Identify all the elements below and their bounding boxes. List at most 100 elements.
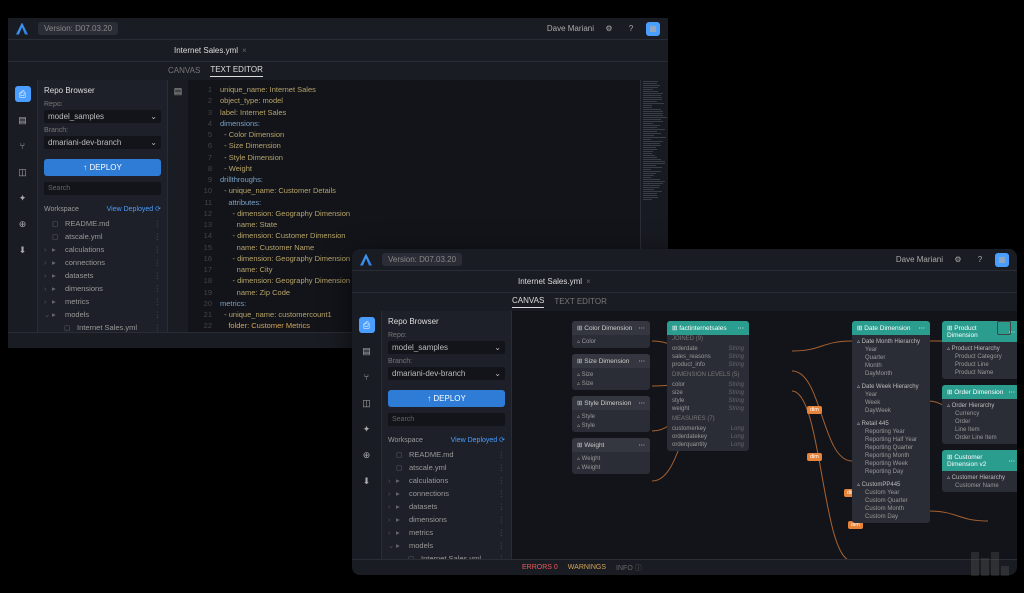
canvas-node[interactable]: ⊞ factinternetsales⋯ JOINED (9) orderdat… [667, 321, 749, 451]
branch-select[interactable]: dmariani-dev-branch⌄ [388, 367, 505, 380]
edge-badge: dim [807, 406, 822, 414]
workspace-label: Workspace [44, 206, 79, 213]
db-icon[interactable]: ▤ [15, 112, 31, 128]
canvas-node[interactable]: ⊞ Date Dimension⋯▵ Date Month HierarchyY… [852, 321, 930, 523]
view-tabs: CANVAS TEXT EDITOR [352, 293, 1017, 311]
warnings-count[interactable]: WARNINGS [568, 564, 606, 571]
repo-label: Repo: [44, 101, 161, 108]
tree-item[interactable]: ›▸dimensions⋮ [388, 513, 505, 526]
tab-file[interactable]: Internet Sales.yml× [512, 274, 597, 289]
nav-rail: ⎙ ▤ ⑂ ◫ ✦ ⊕ ⬇ [8, 80, 38, 332]
chart-icon[interactable]: ◫ [15, 164, 31, 180]
view-deployed-link[interactable]: View Deployed ⟳ [107, 205, 161, 213]
canvas-node[interactable]: ⊞ Weight⋯▵ Weight▵ Weight [572, 438, 650, 474]
view-tabs: CANVAS TEXT EDITOR [8, 62, 668, 80]
canvas-tool-icon[interactable] [997, 321, 1011, 335]
topbar: Version: D07.03.20 Dave Mariani ⚙ ? ▦ [8, 18, 668, 40]
file-tabs: Internet Sales.yml× [8, 40, 668, 62]
version-label: Version: D07.03.20 [382, 253, 462, 266]
nav-rail: ⎙ ▤ ⑂ ◫ ✦ ⊕ ⬇ [352, 311, 382, 559]
sidebar-title: Repo Browser [388, 317, 505, 326]
tab-file[interactable]: Internet Sales.yml× [168, 43, 253, 58]
watermark-icon [970, 551, 1014, 583]
status-bar: ERRORS 0 WARNINGS INFO ⓘ [352, 559, 1017, 575]
gear-icon[interactable]: ⚙ [602, 22, 616, 36]
search-input[interactable]: Search [44, 182, 161, 195]
tree-item[interactable]: ›▸calculations⋮ [388, 474, 505, 487]
user-name: Dave Mariani [547, 24, 594, 33]
deploy-button[interactable]: ↑ DEPLOY [388, 390, 505, 407]
help-icon[interactable]: ? [624, 22, 638, 36]
download-icon[interactable]: ⬇ [359, 473, 375, 489]
file-tree: ◻README.md⋮◻atscale.yml⋮›▸calculations⋮›… [44, 217, 161, 332]
tree-item[interactable]: ◻atscale.yml⋮ [388, 461, 505, 474]
tree-item[interactable]: ◻Internet Sales.yml⋮ [44, 321, 161, 332]
canvas-node[interactable]: ⊞ Style Dimension⋯▵ Style▵ Style [572, 396, 650, 432]
repo-icon[interactable]: ⎙ [15, 86, 31, 102]
tree-item[interactable]: ›▸datasets⋮ [388, 500, 505, 513]
editor-gutter-icon: ▤ [168, 80, 188, 332]
download-icon[interactable]: ⬇ [15, 242, 31, 258]
branch-label: Branch: [44, 127, 161, 134]
globe-icon[interactable]: ⊕ [359, 447, 375, 463]
branch-label: Branch: [388, 358, 505, 365]
tree-item[interactable]: ⌄▸models⋮ [388, 539, 505, 552]
tree-item[interactable]: ◻Internet Sales.yml⋮ [388, 552, 505, 559]
tree-item[interactable]: ◻README.md⋮ [44, 217, 161, 230]
repo-select[interactable]: model_samples⌄ [388, 341, 505, 354]
close-icon[interactable]: × [242, 46, 247, 55]
canvas-node[interactable]: ⊞ Color Dimension⋯▵ Color [572, 321, 650, 348]
sidebar: Repo Browser Repo: model_samples⌄ Branch… [38, 80, 168, 332]
user-name: Dave Mariani [896, 255, 943, 264]
app-icon[interactable]: ▦ [646, 22, 660, 36]
search-input[interactable]: Search [388, 413, 505, 426]
close-icon[interactable]: × [586, 277, 591, 286]
branch-icon[interactable]: ⑂ [15, 138, 31, 154]
version-label: Version: D07.03.20 [38, 22, 118, 35]
chevron-down-icon: ⌄ [150, 112, 157, 121]
tree-item[interactable]: ›▸datasets⋮ [44, 269, 161, 282]
branch-icon[interactable]: ⑂ [359, 369, 375, 385]
tree-item[interactable]: ◻README.md⋮ [388, 448, 505, 461]
app-icon[interactable]: ▦ [995, 253, 1009, 267]
canvas-view[interactable]: dim dim dim dim dim dim ⊞ Color Dimensio… [512, 311, 1017, 559]
tree-item[interactable]: ›▸calculations⋮ [44, 243, 161, 256]
logo-icon [360, 254, 372, 266]
logo-icon [16, 23, 28, 35]
globe-icon[interactable]: ⊕ [15, 216, 31, 232]
tree-item[interactable]: ›▸metrics⋮ [388, 526, 505, 539]
branch-select[interactable]: dmariani-dev-branch⌄ [44, 136, 161, 149]
canvas-node[interactable]: ⊞ Size Dimension⋯▵ Size▵ Size [572, 354, 650, 390]
tab-canvas[interactable]: CANVAS [168, 66, 200, 77]
tree-item[interactable]: ›▸connections⋮ [44, 256, 161, 269]
gear-icon[interactable]: ⚙ [951, 253, 965, 267]
tree-item[interactable]: ›▸dimensions⋮ [44, 282, 161, 295]
canvas-node[interactable]: ⊞ Order Dimension⋯▵ Order HierarchyCurre… [942, 385, 1017, 444]
errors-count[interactable]: ERRORS 0 [522, 564, 558, 571]
tab-canvas[interactable]: CANVAS [512, 296, 544, 308]
tree-item[interactable]: ›▸metrics⋮ [44, 295, 161, 308]
tab-text-editor[interactable]: TEXT EDITOR [554, 297, 607, 308]
db-icon[interactable]: ▤ [359, 343, 375, 359]
tab-text-editor[interactable]: TEXT EDITOR [210, 65, 263, 77]
chart-icon[interactable]: ◫ [359, 395, 375, 411]
sidebar-title: Repo Browser [44, 86, 161, 95]
repo-icon[interactable]: ⎙ [359, 317, 375, 333]
edge-badge: dim [807, 453, 822, 461]
info-label[interactable]: INFO ⓘ [616, 563, 642, 573]
chevron-down-icon: ⌄ [150, 138, 157, 147]
tree-item[interactable]: ⌄▸models⋮ [44, 308, 161, 321]
explore-icon[interactable]: ✦ [359, 421, 375, 437]
tree-item[interactable]: ◻atscale.yml⋮ [44, 230, 161, 243]
tree-item[interactable]: ›▸connections⋮ [388, 487, 505, 500]
repo-select[interactable]: model_samples⌄ [44, 110, 161, 123]
window-canvas: Version: D07.03.20 Dave Mariani ⚙ ? ▦ In… [352, 249, 1017, 575]
canvas-node[interactable]: ⊞ Customer Dimension v2⋯▵ Customer Hiera… [942, 450, 1017, 492]
sidebar: Repo Browser Repo: model_samples⌄ Branch… [382, 311, 512, 559]
deploy-button[interactable]: ↑ DEPLOY [44, 159, 161, 176]
view-deployed-link[interactable]: View Deployed ⟳ [451, 436, 505, 444]
file-tabs: Internet Sales.yml× [352, 271, 1017, 293]
help-icon[interactable]: ? [973, 253, 987, 267]
file-tree: ◻README.md⋮◻atscale.yml⋮›▸calculations⋮›… [388, 448, 505, 559]
explore-icon[interactable]: ✦ [15, 190, 31, 206]
